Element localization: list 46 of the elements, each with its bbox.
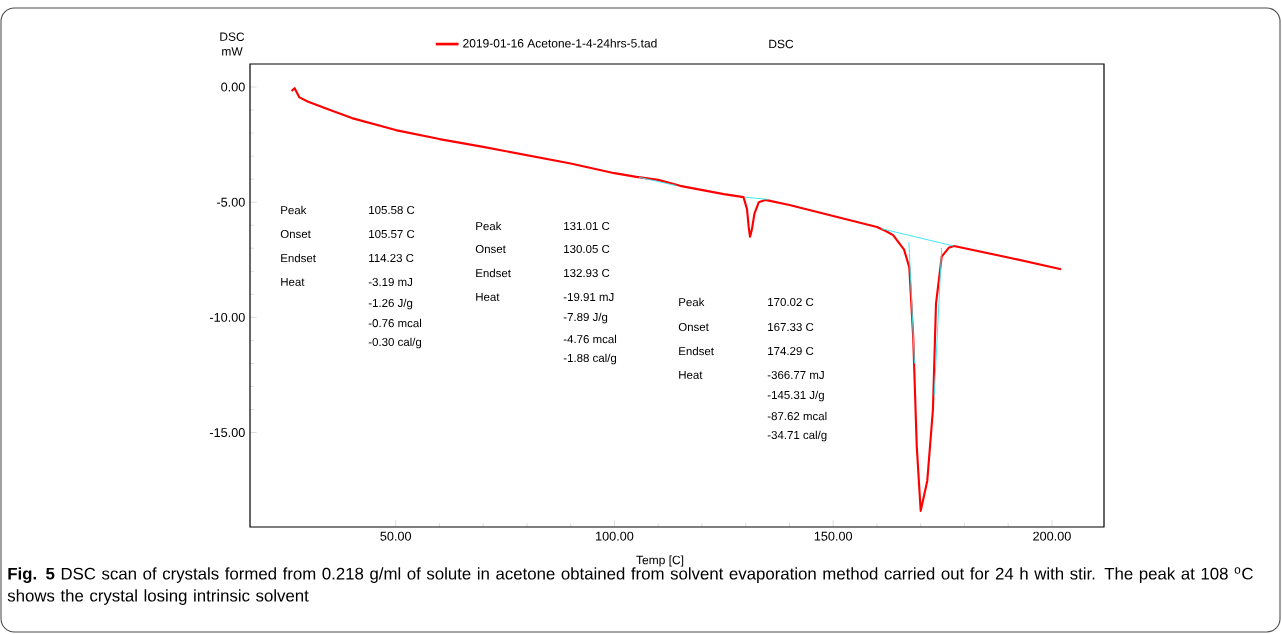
annotation: Endset: [679, 346, 714, 356]
annotation: 174.29 C: [768, 346, 814, 356]
annotation: -1.88 cal/g: [563, 353, 617, 365]
annotation: -0.30 cal/g: [368, 337, 422, 349]
annotation: -3.19 mJ: [368, 277, 412, 287]
annotation: -366.77 mJ: [767, 370, 824, 380]
y-tick-label: 0.00: [221, 82, 245, 92]
annotation: 105.57 C: [369, 229, 415, 239]
annotation: -0.76 mcal: [368, 318, 422, 328]
annotation: 167.33 C: [768, 322, 814, 332]
annotation: -145.31 J/g: [767, 390, 824, 402]
annotation: Onset: [678, 322, 709, 332]
annotation: Heat: [281, 277, 305, 286]
annotation: -1.26 J/g: [368, 298, 413, 310]
annotation: Peak: [679, 297, 705, 307]
annotation: 130.05 C: [564, 244, 610, 254]
annotation: -4.76 mcal: [563, 334, 617, 344]
x-tick-label: 150.00: [814, 531, 853, 541]
y-tick-label: -5.00: [216, 197, 245, 207]
annotation: 114.23 C: [369, 253, 414, 263]
annotation: Endset: [476, 268, 511, 278]
annotation: 131.01 C: [564, 221, 610, 231]
annotation: 105.58 C: [369, 205, 415, 215]
annotation: -34.71 cal/g: [767, 430, 827, 442]
annotation: 132.93 C: [564, 268, 610, 278]
y-tick-label: -10.00: [209, 312, 245, 322]
annotation: -19.91 mJ: [563, 292, 614, 302]
x-tick-label: 200.00: [1033, 531, 1071, 541]
x-axis-title: Temp [C]: [636, 555, 684, 567]
text: DSC: [769, 39, 794, 49]
annotation: Onset: [280, 229, 311, 239]
legend-label: 2019-01-16 Acetone-1-4-24hrs-5.tad: [463, 38, 657, 48]
annotation: Endset: [281, 253, 316, 263]
x-tick-label: 100.00: [596, 531, 634, 541]
annotation: Heat: [679, 370, 703, 379]
y-tick-label: -15.00: [209, 428, 245, 438]
annotation: -7.89 J/g: [563, 312, 608, 324]
annotation: Onset: [475, 244, 506, 254]
annotation: 170.02 C: [768, 297, 814, 307]
annotation: Peak: [281, 205, 307, 215]
x-tick-label: 50.00: [380, 531, 412, 541]
annotation: -87.62 mcal: [767, 411, 827, 421]
text: Fig. 5 DSC scan of crystals formed from 0.218 g/ml of solute in acetone obtained from solvent evaporation method carried out for 24 h with stir. The peak at 108 $^{o}$C shows the crystal losing intrinsic solvent: [7, 567, 1253, 605]
y-axis-title: DSC mW: [220, 32, 245, 56]
annotation: Peak: [476, 221, 502, 231]
annotation: Heat: [476, 292, 500, 301]
